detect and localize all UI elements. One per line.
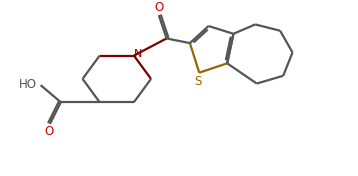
- Text: O: O: [44, 125, 54, 138]
- Text: N: N: [134, 49, 142, 59]
- Text: S: S: [194, 75, 201, 88]
- Text: O: O: [154, 1, 163, 14]
- Text: HO: HO: [19, 78, 37, 91]
